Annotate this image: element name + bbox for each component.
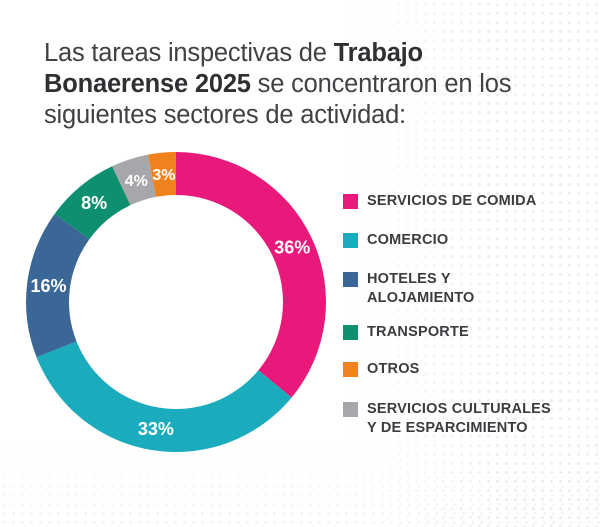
legend-item-otros: OTROS — [343, 360, 420, 379]
title-bold: Trabajo Bonaerense 2025 — [44, 39, 423, 98]
slice-label-servicios-de-comida: 36% — [274, 237, 310, 257]
slice-otros — [147, 152, 176, 197]
slice-servicios-de-comida — [176, 152, 326, 398]
legend-label: SERVICIOS DE COMIDA — [367, 193, 537, 209]
background-dots-bottom — [0, 437, 600, 527]
legend-swatch — [343, 362, 358, 377]
legend-item-transporte: TRANSPORTE — [343, 323, 469, 342]
legend-item-comercio: COMERCIO — [343, 231, 448, 250]
legend-swatch — [343, 194, 358, 209]
slice-label-comercio: 33% — [138, 419, 174, 439]
legend-swatch — [343, 233, 358, 248]
legend-label: HOTELES Y ALOJAMIENTO — [367, 271, 475, 306]
legend-label: OTROS — [367, 361, 420, 377]
slice-servicios-culturales-y-de-esparcimiento — [112, 154, 156, 206]
legend-swatch — [343, 325, 358, 340]
slice-label-otros: 3% — [152, 167, 175, 184]
chart-title: Las tareas inspectivas de Trabajo Bonaer… — [44, 38, 564, 131]
title-part2: se concentraron en los siguientes sector… — [44, 70, 512, 129]
legend-item-servicios-culturales-y-de-esparcimiento: SERVICIOS CULTURALES Y DE ESPARCIMIENTO — [343, 400, 551, 438]
slice-transporte — [54, 166, 131, 240]
slice-label-transporte: 8% — [81, 193, 107, 213]
legend-label: SERVICIOS CULTURALES Y DE ESPARCIMIENTO — [367, 401, 551, 436]
legend-label: COMERCIO — [367, 232, 449, 248]
slice-label-servicios-culturales-y-de-esparcimiento: 4% — [125, 173, 148, 190]
slice-hoteles-y-alojamiento — [26, 213, 90, 358]
legend-item-hoteles-y-alojamiento: HOTELES Y ALOJAMIENTO — [343, 270, 474, 308]
slice-label-hoteles-y-alojamiento: 16% — [30, 276, 66, 296]
slice-comercio — [36, 341, 292, 453]
title-part1: Las tareas inspectivas de — [44, 39, 334, 67]
legend-item-servicios-de-comida: SERVICIOS DE COMIDA — [343, 192, 537, 211]
legend-label: TRANSPORTE — [367, 324, 469, 340]
legend-swatch — [343, 272, 358, 287]
legend-swatch — [343, 402, 358, 417]
